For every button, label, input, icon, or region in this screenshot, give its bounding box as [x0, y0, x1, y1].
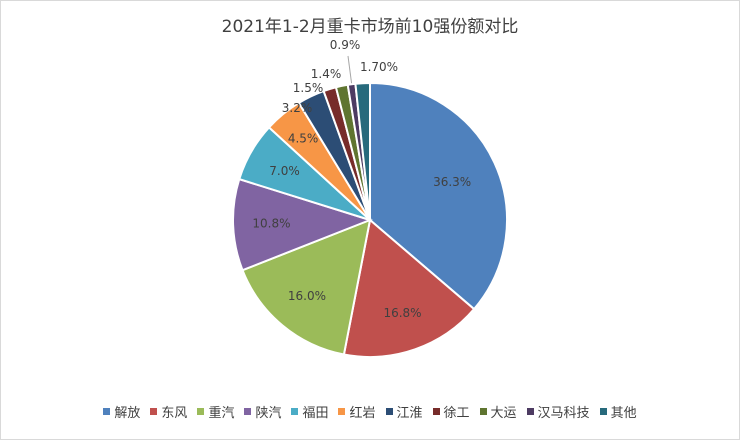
data-label-1: 16.8% [383, 306, 421, 320]
legend-swatch [244, 408, 252, 415]
legend-swatch [197, 408, 205, 415]
legend-item-0: 解放 [103, 402, 140, 421]
legend-swatch [338, 408, 346, 415]
data-label-0: 36.3% [433, 175, 471, 189]
legend-label: 大运 [490, 406, 517, 421]
legend-label: 江淮 [396, 406, 423, 421]
data-label-5: 4.5% [288, 131, 319, 145]
legend-label: 解放 [114, 406, 141, 421]
pie-slice-2 [241, 218, 372, 356]
legend-label: 重汽 [208, 406, 235, 421]
legend-item-7: 徐工 [432, 402, 470, 421]
data-label-9: 0.9% [330, 38, 361, 52]
legend-item-3: 陕汽 [244, 402, 281, 421]
legend-label: 东风 [161, 406, 188, 421]
legend-item-6: 江淮 [385, 402, 423, 421]
pie-slice-3 [232, 177, 374, 272]
legend-swatch [291, 408, 299, 415]
data-label-7: 1.5% [293, 81, 324, 95]
legend-label: 徐工 [443, 406, 470, 421]
legend-item-4: 福田 [291, 402, 328, 421]
legend-label: 其他 [610, 406, 637, 421]
legend: 解放 东风 重汽 陕汽 福田 红岩 江淮 徐工 大运 汉马科技 其他 [0, 402, 740, 421]
legend-label: 福田 [302, 406, 329, 421]
legend-swatch [150, 408, 158, 415]
data-label-4: 7.0% [269, 164, 300, 178]
legend-item-8: 大运 [479, 402, 517, 421]
data-label-8: 1.4% [311, 67, 342, 81]
legend-item-2: 重汽 [197, 402, 234, 421]
legend-item-5: 红岩 [338, 402, 376, 421]
data-label-3: 10.8% [252, 217, 290, 231]
legend-swatch [103, 408, 111, 415]
legend-swatch [526, 408, 534, 415]
chart-title: 2021年1-2月重卡市场前10强份额对比 [221, 17, 519, 37]
legend-label: 汉马科技 [537, 406, 590, 421]
legend-label: 红岩 [349, 406, 376, 421]
legend-swatch [479, 408, 487, 415]
pie-slice-10 [354, 81, 371, 221]
data-label-2: 16.0% [288, 289, 326, 303]
legend-label: 陕汽 [255, 406, 282, 421]
pie-slice-1 [342, 218, 476, 358]
legend-item-9: 汉马科技 [526, 402, 590, 421]
legend-item-10: 其他 [599, 402, 637, 421]
data-label-10: 1.70% [360, 60, 398, 74]
legend-item-1: 东风 [150, 402, 187, 421]
legend-swatch [599, 408, 607, 415]
pie-slice-0 [369, 81, 508, 311]
leader-line [347, 55, 353, 84]
data-label-6: 3.2% [282, 101, 313, 115]
legend-swatch [432, 408, 440, 415]
legend-swatch [385, 408, 393, 415]
